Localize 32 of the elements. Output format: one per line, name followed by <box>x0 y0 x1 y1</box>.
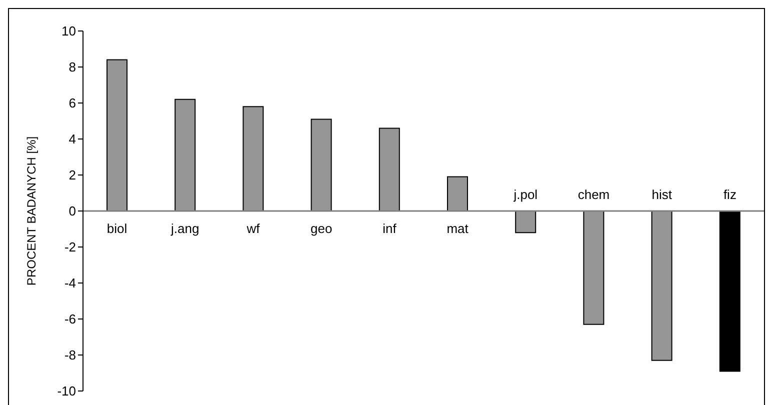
bar <box>242 106 264 212</box>
y-tick-label: -2 <box>64 240 76 255</box>
bar <box>515 210 536 234</box>
x-tick-label: mat <box>446 221 469 236</box>
y-tick-label: -6 <box>64 312 76 327</box>
y-tick-label: -8 <box>64 348 76 363</box>
x-tick-label: j.ang <box>170 221 200 236</box>
y-axis-title: PROCENT BADANYCH [%] <box>24 136 38 286</box>
bar <box>310 118 332 212</box>
y-tick-label: 2 <box>68 168 76 183</box>
y-tick-label: 0 <box>68 204 76 219</box>
x-tick-label: inf <box>382 221 397 236</box>
x-tick-label: wf <box>246 221 260 236</box>
x-tick-label: chem <box>578 187 610 202</box>
y-tick-label: -4 <box>64 276 76 291</box>
bar <box>378 128 400 212</box>
bar <box>583 210 604 325</box>
bar <box>174 98 196 212</box>
x-tick-label: geo <box>310 221 332 236</box>
bar <box>651 210 672 361</box>
bar <box>719 210 740 372</box>
x-tick-label: biol <box>106 221 128 236</box>
x-tick-label: hist <box>652 187 672 202</box>
x-tick-label: j.pol <box>512 187 538 202</box>
y-tick-label: 8 <box>68 60 76 75</box>
y-tick-label: 6 <box>68 96 76 111</box>
y-tick-label: 10 <box>62 24 76 39</box>
bar <box>106 59 128 212</box>
y-tick-label: -10 <box>57 384 76 399</box>
bar <box>447 176 468 212</box>
x-tick-label: fiz <box>723 187 736 202</box>
y-tick-label: 4 <box>68 132 76 147</box>
